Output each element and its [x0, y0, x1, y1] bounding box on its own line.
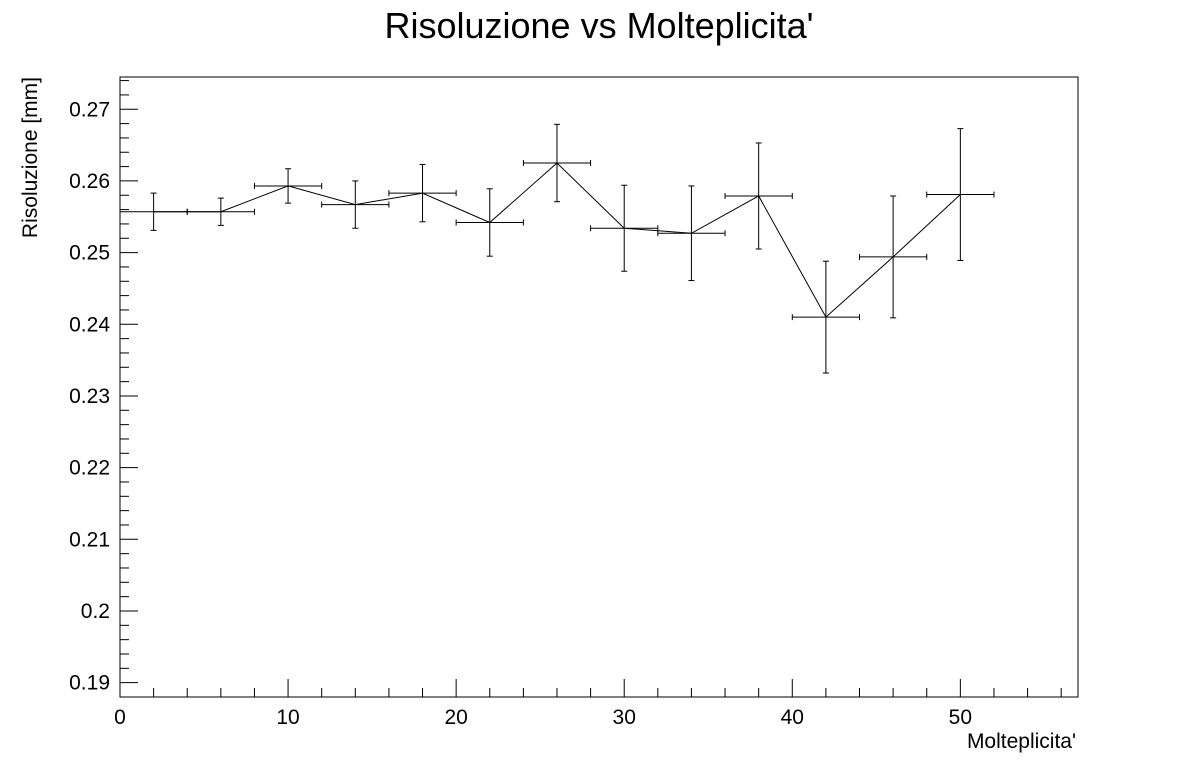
x-tick-label: 40 — [781, 706, 804, 729]
data-point — [590, 184, 659, 272]
data-point — [791, 260, 861, 374]
y-axis: 0.19 0.2 0.21 0.22 0.23 0.24 0.25 0.26 0.27 — [69, 80, 138, 698]
x-axis-label: Molteplicita' — [967, 730, 1076, 753]
data-point — [522, 123, 592, 203]
data-point — [926, 128, 995, 261]
x-tick-label: 50 — [949, 706, 972, 729]
chart-title: Risoluzione vs Molteplicita' — [384, 5, 813, 46]
error-bars-group — [119, 123, 995, 374]
data-point — [455, 188, 524, 257]
y-tick-label: 0.24 — [69, 313, 110, 336]
y-tick-label: 0.25 — [69, 242, 110, 265]
data-point — [253, 168, 323, 204]
data-point — [724, 142, 793, 250]
x-tick-label: 30 — [613, 706, 636, 729]
y-tick-label: 0.23 — [69, 385, 110, 408]
data-point — [859, 195, 928, 319]
data-point — [657, 185, 726, 282]
data-point — [186, 197, 255, 226]
y-tick-label: 0.2 — [81, 600, 110, 623]
y-tick-label: 0.26 — [69, 170, 110, 193]
data-point — [119, 192, 188, 231]
x-tick-label: 0 — [114, 706, 126, 729]
y-tick-label: 0.22 — [69, 457, 110, 480]
plot-frame — [119, 76, 1079, 698]
y-tick-label: 0.21 — [69, 528, 110, 551]
data-point — [388, 163, 457, 223]
x-axis: 0 10 20 30 40 50 — [114, 679, 1062, 729]
x-tick-label: 10 — [276, 706, 299, 729]
y-tick-label: 0.19 — [69, 672, 110, 695]
x-tick-label: 20 — [444, 706, 467, 729]
data-point — [321, 180, 390, 229]
y-tick-label: 0.27 — [69, 98, 110, 121]
y-axis-label: Risoluzione [mm] — [19, 77, 42, 238]
